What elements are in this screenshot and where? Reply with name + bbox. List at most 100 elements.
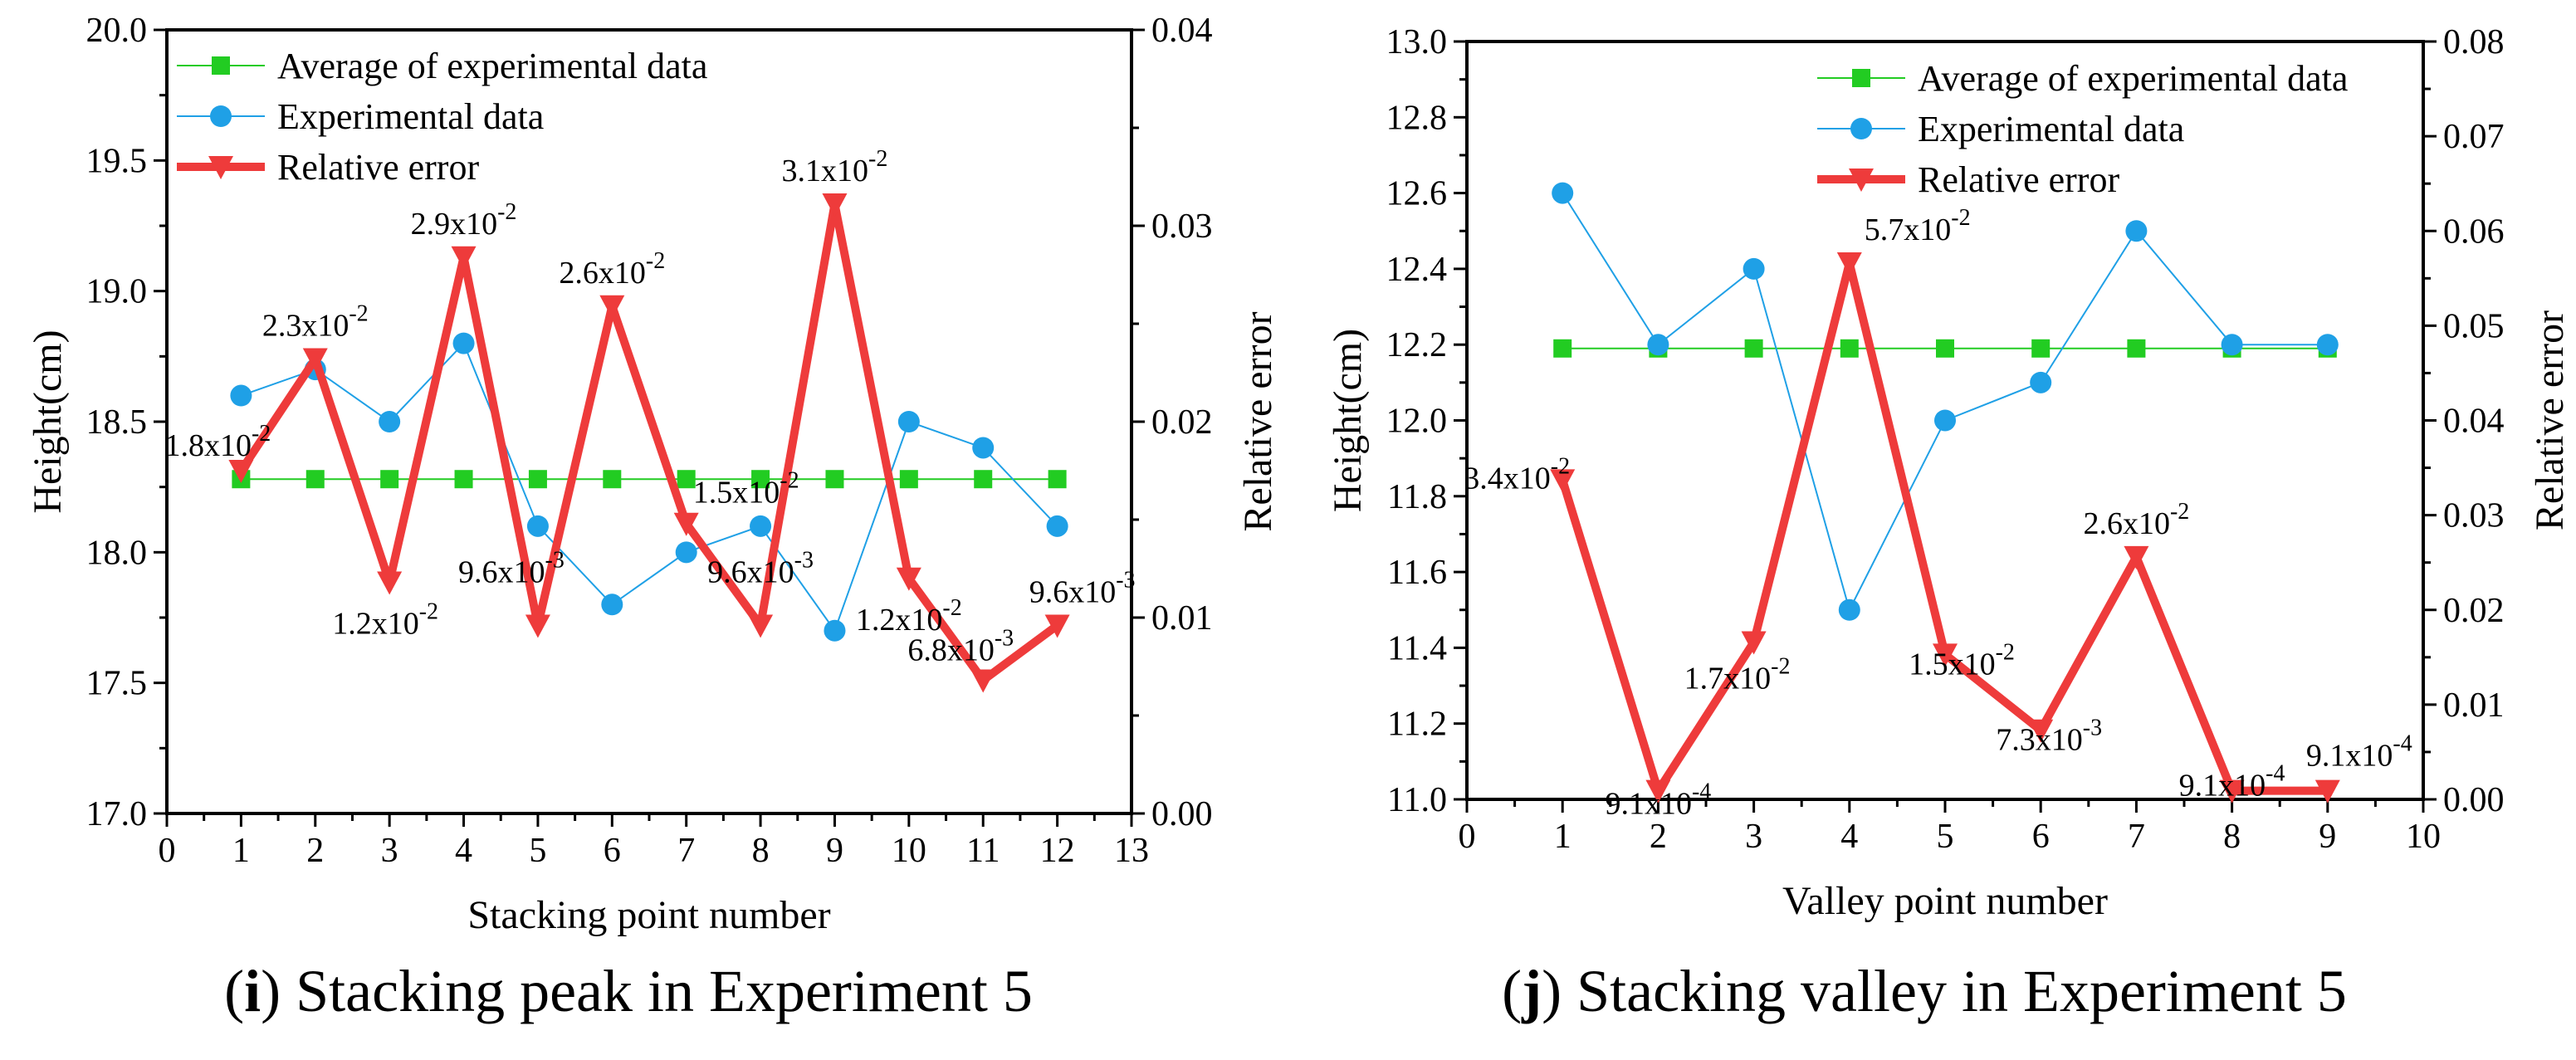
y-tick-label: 13.0 (1386, 23, 1448, 61)
experimental-point (1552, 182, 1574, 204)
y2-tick-label: 0.03 (1151, 208, 1213, 246)
relative-error-data-label-exponent: -2 (1951, 205, 1970, 231)
caption-text: Stacking peak in Experiment 5 (296, 958, 1033, 1024)
panel-caption: (i) Stacking peak in Experiment 5 (224, 958, 1033, 1024)
relative-error-data-label-base: 5.7x10 (1865, 212, 1952, 247)
average-point (1048, 470, 1067, 489)
relative-error-data-label-base: 2.9x10 (411, 207, 498, 242)
x-tick-label: 0 (1459, 818, 1476, 856)
relative-error-data-label-exponent: -2 (1996, 639, 2015, 665)
relative-error-point (970, 669, 996, 693)
x-axis-label: Stacking point number (467, 893, 830, 937)
average-point (603, 470, 622, 489)
relative-error-data-label-exponent: -4 (2393, 731, 2412, 757)
y-tick-label: 19.0 (86, 273, 148, 311)
average-point (528, 470, 547, 489)
relative-error-data-label: 3.1x10-2 (782, 146, 888, 188)
legend-entry-label: Relative error (277, 147, 479, 188)
relative-error-data-label-exponent: -2 (419, 599, 438, 625)
relative-error-data-label: 9.1x10-4 (1605, 779, 1711, 822)
relative-error-data-label-base: 1.8x10 (164, 428, 252, 463)
relative-error-point (748, 614, 774, 638)
relative-error-data-label-exponent: -2 (252, 421, 271, 447)
average-point (380, 470, 399, 489)
y2-tick-label: 0.05 (2443, 307, 2505, 345)
x-tick-label: 1 (232, 832, 250, 870)
experimental-point (601, 594, 623, 616)
experimental-point (750, 515, 772, 537)
legend-marker-square (1852, 69, 1870, 87)
y2-axis-label: Relative error (2528, 310, 2572, 530)
caption-text: Stacking valley in Experiment 5 (1576, 958, 2347, 1024)
y2-tick-label: 0.06 (2443, 212, 2505, 251)
x-tick-label: 7 (2128, 818, 2145, 856)
relative-error-data-label-base: 2.3x10 (262, 308, 349, 343)
y2-tick-label: 0.00 (1151, 795, 1213, 833)
legend: Average of experimental data Experimental… (1817, 58, 2348, 200)
average-point (974, 470, 993, 489)
relative-error-data-label-base: 9.6x10 (458, 554, 545, 589)
relative-error-point (525, 614, 550, 638)
relative-error-data-label-exponent: -3 (2083, 716, 2102, 741)
relative-error-data-label: 3.4x10-2 (1464, 453, 1570, 496)
relative-error-data-label: 1.5x10-2 (1909, 639, 2015, 681)
relative-error-point (451, 246, 477, 270)
x-tick-label: 10 (892, 832, 926, 870)
relative-error-data-label-base: 9.1x10 (2306, 739, 2393, 774)
chart-panel-i: 0 1 2 3 4 5 6 7 8 9 10 11 12 1317.017.518.018.519.019… (26, 12, 1280, 1024)
x-tick-label: 2 (306, 832, 324, 870)
average-point (825, 470, 844, 489)
relative-error-data-label: 9.1x10-4 (2179, 761, 2285, 804)
relative-error-data-label-exponent: -2 (2170, 499, 2189, 525)
x-tick-label: 4 (1840, 818, 1858, 856)
relative-error-point (822, 193, 848, 217)
y2-tick-label: 0.00 (2443, 781, 2505, 819)
relative-error-point (228, 460, 254, 483)
relative-error-data-label-base: 7.3x10 (1996, 723, 2083, 758)
relative-error-point (1550, 469, 1576, 493)
relative-error-point (1044, 614, 1070, 638)
relative-error-point (2219, 779, 2245, 804)
legend-entry-label: Relative error (1918, 159, 2119, 200)
relative-error-data-label-base: 1.2x10 (332, 607, 419, 642)
relative-error-data-label-exponent: -3 (995, 626, 1014, 652)
relative-error-data-label-exponent: -4 (2266, 761, 2285, 787)
relative-error-data-label-exponent: -3 (1116, 567, 1135, 593)
relative-error-data-label-exponent: -3 (794, 547, 814, 573)
relative-error-data-label-exponent: -2 (780, 468, 799, 494)
relative-error-point (2028, 719, 2054, 743)
experimental-point (452, 332, 475, 354)
x-tick-label: 7 (677, 832, 695, 870)
relative-error-point (302, 348, 328, 372)
y-tick-label: 12.6 (1386, 175, 1448, 213)
average-point (2031, 339, 2051, 358)
relative-error-data-label-base: 9.1x10 (1605, 787, 1692, 822)
legend-entry-label: Average of experimental data (277, 46, 707, 86)
relative-error-point (599, 295, 625, 319)
average-point (1936, 339, 1954, 358)
relative-error-data-label-base: 1.2x10 (856, 603, 943, 637)
x-tick-label: 11 (966, 832, 1000, 870)
y-tick-label: 12.0 (1386, 403, 1448, 441)
experimental-point (897, 411, 920, 432)
x-tick-label: 9 (2319, 818, 2336, 856)
x-tick-label: 6 (2032, 818, 2050, 856)
relative-error-data-label-exponent: -4 (1692, 779, 1711, 805)
legend-marker-triangle (208, 156, 233, 179)
relative-error-point (2314, 779, 2340, 804)
x-tick-label: 13 (1114, 832, 1149, 870)
y-tick-label: 17.5 (86, 665, 148, 703)
relative-error-data-label-base: 9.6x10 (1029, 574, 1117, 609)
y-tick-label: 19.5 (86, 142, 148, 180)
relative-error-data-label-base: 3.1x10 (782, 154, 869, 188)
y-axis-label: Height(cm) (1326, 329, 1370, 512)
experimental-point (379, 411, 401, 432)
y-tick-label: 11.6 (1387, 554, 1447, 592)
relative-error-data-label-exponent: -2 (868, 146, 887, 172)
average-point (454, 470, 473, 489)
relative-error-data-label-exponent: -2 (942, 595, 961, 621)
average-point (899, 470, 918, 489)
y-tick-label: 11.4 (1387, 629, 1447, 667)
x-tick-label: 8 (2223, 818, 2241, 856)
